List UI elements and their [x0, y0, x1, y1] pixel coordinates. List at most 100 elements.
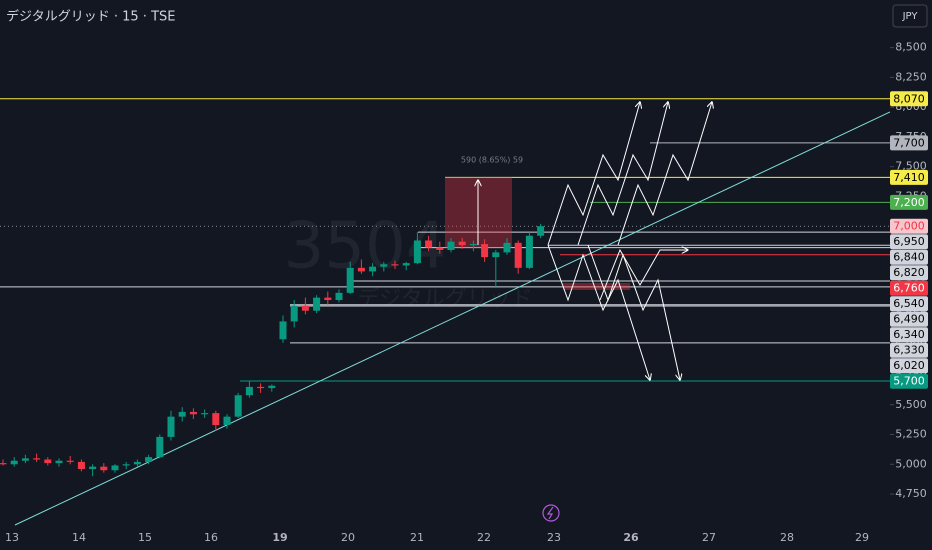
y-tick-label: 4,750	[895, 487, 927, 500]
candle-body	[0, 463, 7, 465]
arrow-up-path	[547, 102, 640, 246]
event-icon[interactable]	[542, 504, 560, 522]
measure-label: 590 (8.65%) 59	[461, 156, 523, 165]
level-label-box	[890, 342, 928, 358]
candle-body	[223, 416, 231, 425]
x-tick-label: 26	[623, 531, 639, 544]
level-label: 5,700	[893, 375, 925, 388]
level-label-box	[890, 135, 928, 151]
candle-body	[55, 460, 63, 464]
level-label: 6,490	[893, 313, 925, 326]
candle-body	[380, 264, 388, 267]
candle-body	[391, 264, 399, 266]
x-tick-label: 16	[204, 531, 218, 544]
candle-body	[436, 247, 444, 250]
candle-body	[357, 267, 365, 272]
chart-title: デジタルグリッド · 15 · TSE	[6, 9, 175, 25]
candle-body	[66, 460, 74, 462]
candle-body	[257, 386, 265, 389]
candle-body	[201, 413, 209, 415]
candle-body	[514, 242, 522, 268]
candle-body	[537, 226, 545, 236]
candle-body	[425, 240, 433, 248]
candle-body	[313, 297, 321, 311]
candle-body	[89, 466, 97, 470]
candle-body	[133, 461, 141, 465]
x-tick-label: 22	[477, 531, 491, 544]
level-label: 6,840	[893, 251, 925, 264]
level-label-box	[890, 358, 928, 374]
x-tick-label: 20	[341, 531, 355, 544]
candle-body	[122, 464, 130, 466]
target-box	[563, 283, 630, 290]
levels	[0, 98, 890, 382]
x-tick-label: 15	[138, 531, 152, 544]
event-bolt	[546, 506, 554, 520]
x-tick-label: 23	[547, 531, 561, 544]
candle-body	[212, 413, 220, 425]
level-label-box	[890, 218, 928, 234]
x-tick-label: 29	[855, 531, 869, 544]
candle-body	[100, 466, 108, 471]
candle-body	[189, 411, 197, 415]
level-label-box	[890, 311, 928, 327]
level-label: 6,340	[893, 328, 925, 341]
x-tick-label: 27	[702, 531, 716, 544]
level-label: 7,700	[893, 136, 925, 149]
level-label-box	[890, 249, 928, 265]
watermark-name: デジタルグリッド	[357, 287, 533, 312]
candle-body	[111, 465, 119, 471]
y-tick-label: 5,000	[895, 457, 927, 470]
level-label: 7,200	[893, 196, 925, 209]
x-tick-label: 28	[780, 531, 794, 544]
level-label: 6,540	[893, 297, 925, 310]
candle-body	[21, 458, 29, 461]
level-label-box	[890, 373, 928, 389]
x-tick-label: 14	[72, 531, 86, 544]
candle-body	[335, 292, 343, 300]
level-label-box	[890, 265, 928, 281]
candle-body	[402, 263, 410, 266]
candle-body	[492, 252, 500, 258]
currency-label: JPY	[902, 11, 919, 22]
candle-body	[413, 240, 421, 264]
candle-body	[481, 244, 489, 258]
currency-button[interactable]	[892, 4, 928, 28]
watermark-symbol: 3504	[284, 210, 447, 284]
x-tick-label: 13	[5, 531, 19, 544]
arrow-down-path	[547, 244, 650, 380]
candle-body	[503, 242, 511, 253]
candle-body	[156, 436, 164, 458]
level-label-box	[890, 169, 928, 185]
x-tick-label: 19	[272, 531, 287, 544]
candles	[0, 223, 545, 477]
level-label: 6,760	[893, 282, 925, 295]
y-tick-label: 7,500	[895, 160, 927, 173]
y-tick-label: 8,500	[895, 41, 927, 54]
candle-body	[346, 267, 354, 293]
candle-body	[290, 305, 298, 322]
level-label: 6,950	[893, 235, 925, 248]
candle-body	[178, 411, 186, 417]
candle-body	[33, 458, 41, 460]
y-tick-label: 5,500	[895, 398, 927, 411]
y-tick-label: 8,250	[895, 70, 927, 83]
level-label: 8,070	[893, 92, 925, 105]
candle-body	[10, 460, 18, 465]
level-label: 6,330	[893, 344, 925, 357]
arrow-mid-path	[599, 250, 688, 301]
level-label-box	[890, 194, 928, 210]
candle-body	[268, 385, 276, 389]
arrow-up-path	[617, 102, 712, 246]
level-label-box	[890, 91, 928, 107]
level-label-box	[890, 280, 928, 296]
candle-body	[301, 305, 309, 311]
candle-body	[245, 386, 253, 396]
level-label: 7,410	[893, 171, 925, 184]
level-label: 6,020	[893, 359, 925, 372]
candle-body	[525, 235, 533, 268]
candle-body	[234, 395, 242, 417]
level-label-box	[890, 327, 928, 343]
